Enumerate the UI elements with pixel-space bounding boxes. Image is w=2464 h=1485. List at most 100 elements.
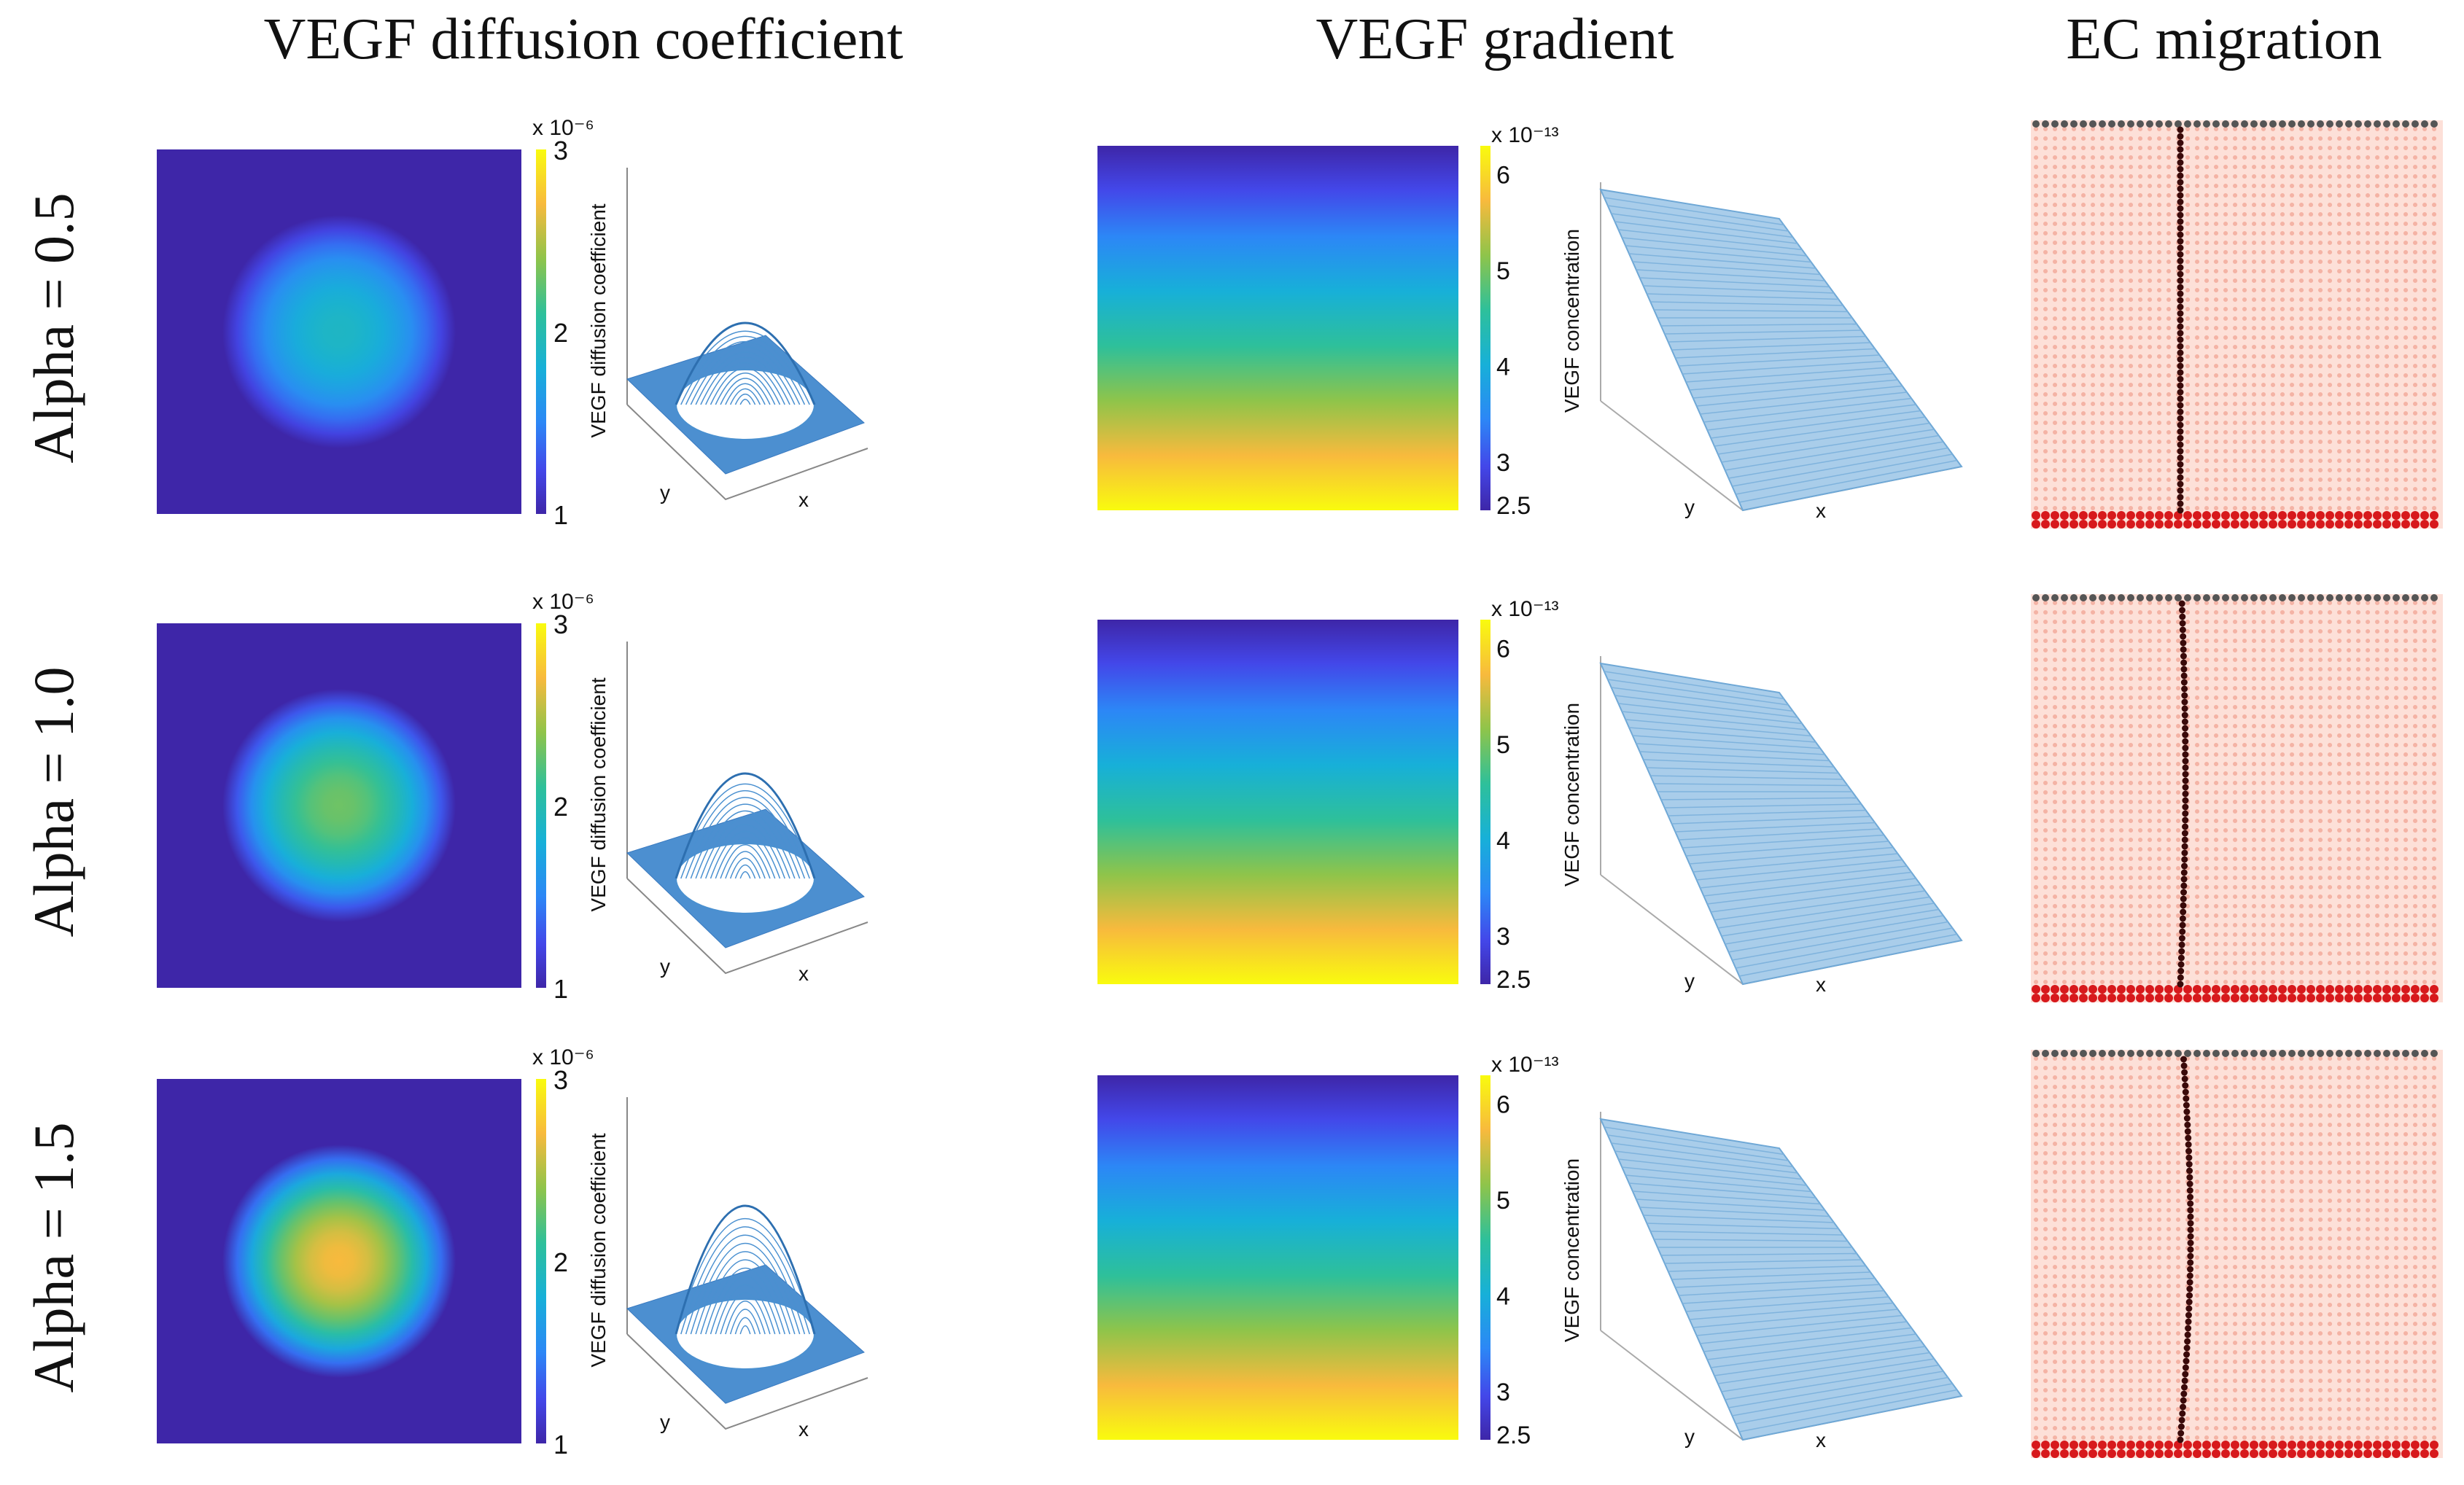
parent-vessel-cell [2316, 985, 2325, 994]
diffusion-surface-plot: VEGF diffusion coefficient y x [587, 642, 868, 985]
tip-cell [2032, 594, 2040, 601]
gradient-surface-plot: VEGF concentration y x [1561, 182, 1963, 522]
ec-migration-panel [2031, 1050, 2443, 1458]
parent-vessel-cell [2259, 520, 2268, 529]
parent-vessel-cell [2354, 985, 2363, 994]
diffusion-heatmap [157, 149, 521, 514]
parent-vessel-cell [2183, 1441, 2192, 1449]
sprout-cell [2177, 225, 2184, 232]
parent-vessel-cell [2107, 520, 2116, 529]
gradient-colorbar-tick: 3 [1496, 1379, 1510, 1406]
tip-cell [2231, 120, 2239, 128]
dome-mesh-line [704, 1268, 786, 1335]
migration-domain [2031, 594, 2443, 1002]
surface-mesh-line [1650, 301, 1843, 306]
parent-vessel-cell [2088, 994, 2097, 1002]
dome-mesh-line [725, 383, 766, 405]
tip-cell [2241, 120, 2248, 128]
surface-mesh-line [1628, 727, 1816, 743]
dome-mesh-line [700, 817, 790, 879]
gradient-colorbar-tick: 6 [1496, 635, 1510, 663]
parent-vessel-cell [2126, 520, 2135, 529]
sprout-cell [2182, 725, 2189, 732]
parent-vessel-cell [2060, 1449, 2069, 1458]
parent-vessel-cell [2051, 1449, 2059, 1458]
sprout-cell [2181, 698, 2188, 706]
tip-cell [2279, 1050, 2286, 1057]
tip-cell [2212, 594, 2220, 601]
parent-vessel-cell [2098, 520, 2107, 529]
parent-vessel-cell [2051, 1441, 2059, 1449]
dome-outline [675, 772, 816, 879]
sprout-cell [2180, 1062, 2188, 1069]
surface-mesh-line [1611, 687, 1793, 712]
tip-cell [2032, 1050, 2040, 1057]
tip-cell [2175, 594, 2182, 601]
parent-vessel-cell [2098, 1441, 2107, 1449]
row-label: Alpha = 0.5 [22, 192, 85, 463]
parent-vessel-cell [2174, 520, 2183, 529]
surface-mesh-line [1725, 908, 1939, 945]
surface-mesh-line [1636, 743, 1825, 755]
dome-mesh-line [739, 870, 751, 879]
parent-vessel-cell [2354, 1441, 2363, 1449]
parent-vessel-cell [2354, 1449, 2363, 1458]
tip-cell [2326, 120, 2333, 128]
parent-vessel-cell [2164, 520, 2173, 529]
gradient-colorbar-tick: 2.5 [1496, 1422, 1531, 1449]
parent-vessel-cell [2259, 985, 2268, 994]
sprout-cell [2181, 830, 2188, 837]
dome-mesh-line [720, 844, 771, 879]
sprout-cell [2177, 981, 2184, 988]
surface-mesh-line [1696, 1314, 1903, 1336]
sprout-cell [2180, 889, 2188, 896]
sprout-cell [2180, 672, 2188, 679]
sprout-cell [2181, 836, 2188, 843]
parent-vessel-cell [2297, 994, 2306, 1002]
parent-vessel-cell [2041, 994, 2050, 1002]
parent-vessel-cell [2231, 994, 2239, 1002]
tip-cell [2355, 594, 2362, 601]
tip-cell [2411, 1050, 2419, 1057]
surface-mesh-line [1685, 367, 1889, 383]
parent-vessel-cell [2354, 511, 2363, 520]
parent-vessel-cell [2288, 985, 2296, 994]
tip-cell [2269, 120, 2277, 128]
sprout-cell [2177, 290, 2184, 297]
gradient-z-label: VEGF concentration [1561, 229, 1583, 413]
parent-vessel-cell [2411, 1449, 2420, 1458]
surface-mesh-line [1711, 1339, 1921, 1368]
sprout-cell [2185, 1161, 2193, 1168]
dome-mesh-line [685, 340, 806, 405]
gradient-colorbar-tick: 4 [1496, 1283, 1510, 1311]
sprout-cell [2181, 843, 2188, 850]
parent-vessel-cell [2069, 994, 2078, 1002]
parent-vessel-cell [2382, 511, 2391, 520]
sprout-cell [2187, 1193, 2194, 1201]
tip-cell [2222, 120, 2229, 128]
dome-mesh-line [700, 356, 790, 405]
sprout-cell [2177, 500, 2184, 507]
diffusion-colorbar-exponent: x 10⁻⁶ [532, 590, 594, 614]
surface-mesh-line [1736, 453, 1953, 495]
dome-mesh-line [690, 1242, 801, 1335]
sprout-cell [2183, 1357, 2190, 1365]
parent-vessel-cell [2164, 1449, 2173, 1458]
surface-mesh-line [1685, 841, 1889, 857]
migration-domain [2031, 120, 2443, 529]
diffusion-colorbar-tick: 3 [553, 1065, 568, 1095]
parent-vessel-cell [2174, 994, 2183, 1002]
parent-vessel-cell [2032, 985, 2040, 994]
parent-vessel-cell [2051, 994, 2059, 1002]
y-axis-label: y [1684, 496, 1695, 518]
surface-mesh-line [1614, 695, 1798, 718]
dome-mesh-line [705, 362, 785, 405]
surface-mesh-line [1611, 1142, 1793, 1168]
surface-mesh-line [1628, 1182, 1816, 1198]
sprout-cell [2177, 231, 2184, 238]
sprout-cell [2182, 784, 2189, 791]
tip-cell [2336, 594, 2343, 601]
parent-vessel-cell [2269, 985, 2277, 994]
x-axis-label: x [798, 1418, 809, 1441]
